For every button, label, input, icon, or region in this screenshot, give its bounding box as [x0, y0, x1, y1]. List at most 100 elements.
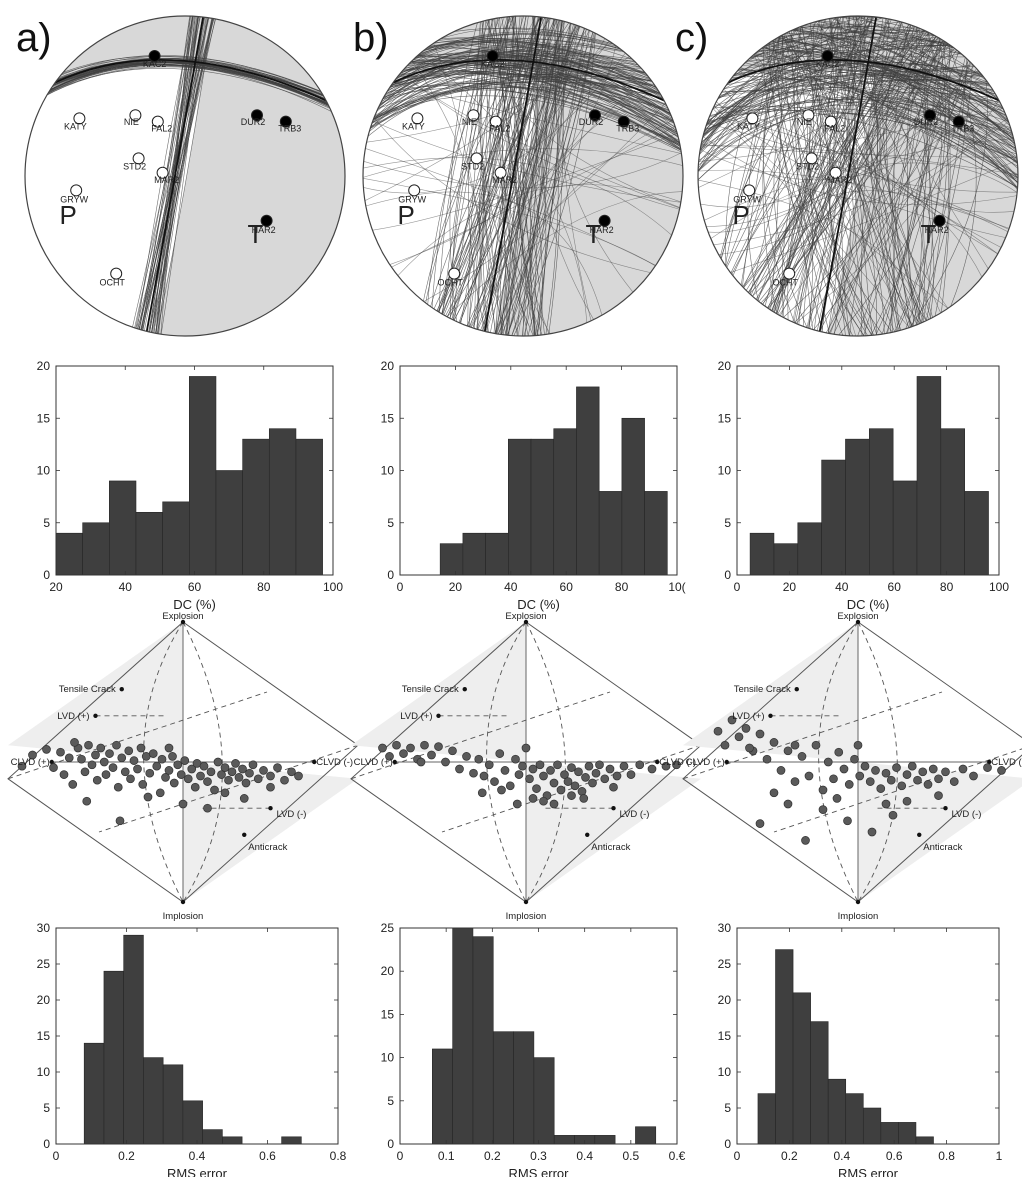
nodal-plane-curve [728, 16, 839, 336]
source-type-label: Anticrack [923, 842, 962, 853]
nodal-plane-curve [815, 16, 968, 336]
nodal-plane-curve [500, 16, 535, 336]
scatter-point [173, 760, 183, 770]
compressional-quadrant-right [153, 56, 345, 336]
nodal-plane-curve [439, 16, 587, 336]
scatter-point [969, 771, 978, 781]
scatter-point [514, 770, 524, 779]
stereonet-1 [24, 15, 346, 337]
scatter-point [902, 770, 912, 779]
y-tick-label: 25 [718, 957, 732, 971]
station-label: GRYW [733, 194, 761, 204]
nodal-plane-curve [792, 16, 873, 323]
rms-bar [472, 936, 494, 1145]
nodal-plane-curve [762, 16, 940, 336]
scatter-point [958, 764, 968, 774]
scatter-point [87, 760, 97, 770]
rms-bar [635, 1126, 657, 1145]
scatter-point [500, 766, 510, 775]
station-marker [486, 50, 499, 62]
scatter-point [918, 767, 928, 777]
nodal-plane-curve [438, 16, 486, 336]
y-tick-label: 10 [37, 1065, 51, 1079]
dashed-curve [682, 691, 943, 780]
station-marker [129, 109, 142, 122]
scatter-point [518, 761, 527, 771]
rms-bar [553, 1135, 575, 1145]
scatter-point [511, 754, 520, 764]
scatter-point [783, 799, 793, 809]
scatter-point [570, 781, 580, 791]
station-label: GRYW [60, 194, 88, 204]
scatter-point [477, 788, 487, 798]
scatter-point [80, 767, 90, 777]
scatter-point [528, 764, 538, 774]
scatter-point [928, 764, 938, 774]
x-tick-label: 0.8 [938, 1149, 955, 1163]
nodal-plane-curve [400, 72, 680, 210]
nodal-plane-curve [139, 16, 215, 336]
scatter-point [871, 766, 880, 775]
source-type-label: Anticrack [591, 842, 630, 853]
scatter-point [164, 743, 174, 753]
y-tick-label: 15 [37, 411, 51, 425]
nodal-plane-curve [701, 144, 1017, 158]
station-marker [924, 109, 936, 122]
shaded-region [858, 762, 1022, 902]
dashed-curve [773, 748, 1022, 833]
dashed-curve [486, 621, 527, 903]
scatter-point [595, 760, 604, 770]
shaded-region [8, 622, 183, 762]
x-axis-label: RMS error [167, 1166, 228, 1177]
dc-bar [508, 438, 532, 576]
station-label: KAC2 [481, 59, 505, 69]
scatter-point [727, 715, 737, 725]
nodal-plane-curve [906, 16, 952, 336]
nodal-plane-curve [137, 16, 214, 336]
nodal-plane-curve [147, 16, 200, 336]
y-tick-label: 10 [718, 1065, 732, 1079]
scatter-point [462, 752, 471, 761]
scatter-point [619, 761, 629, 771]
nodal-plane-curve [897, 16, 931, 336]
scatter-point [120, 767, 130, 777]
rms-bar [182, 1100, 203, 1145]
scatter-point [804, 771, 814, 781]
scatter-point [474, 754, 484, 764]
dashed-curve [818, 621, 859, 903]
station-marker [589, 109, 601, 122]
nodal-plane-curve [763, 16, 885, 336]
station-label: HAR2 [252, 225, 276, 235]
stereonet-content [363, 16, 683, 336]
scatter-point [790, 740, 800, 750]
source-type-label: Anticrack [248, 842, 287, 853]
y-tick-label: 20 [37, 359, 51, 373]
scatter-point [112, 740, 121, 750]
x-tick-label: 0.3 [530, 1149, 547, 1163]
nodal-plane-curve [446, 191, 683, 317]
nodal-plane-curve [363, 72, 683, 121]
station-marker [805, 152, 818, 165]
scatter-point [783, 746, 793, 756]
label-point [724, 759, 729, 765]
scatter-point [220, 763, 230, 772]
scatter-point [853, 740, 863, 750]
station-marker [151, 115, 164, 128]
dc-bar [242, 438, 270, 576]
nodal-plane-curve [150, 16, 216, 336]
dc-bar [598, 491, 623, 576]
dc-bar [621, 417, 645, 576]
nodal-plane-curve [698, 79, 1018, 176]
x-tick-label: 0 [734, 580, 741, 594]
scatter-point [790, 777, 800, 786]
station-marker [73, 112, 86, 125]
station-marker [494, 166, 507, 179]
label-point [655, 759, 660, 765]
label-point [611, 806, 616, 811]
dc-bar [892, 480, 918, 576]
scatter-point [897, 781, 907, 791]
scatter-point [923, 780, 933, 789]
scatter-point [521, 743, 531, 753]
nodal-plane-curve [506, 16, 584, 336]
scatter-point [392, 740, 401, 750]
